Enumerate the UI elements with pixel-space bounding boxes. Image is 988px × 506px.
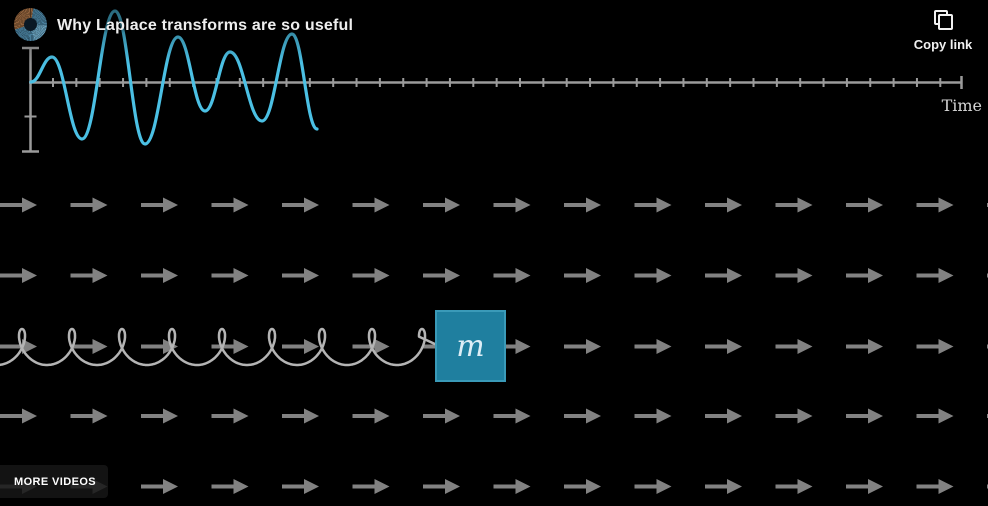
- vector-arrow: [352, 408, 390, 424]
- vector-arrow: [493, 268, 531, 283]
- vector-arrow: [282, 339, 319, 354]
- vector-arrow: [634, 479, 672, 494]
- vector-arrow: [493, 408, 531, 424]
- vector-arrow: [423, 268, 460, 283]
- vector-arrow: [634, 197, 672, 213]
- vector-arrow: [705, 339, 742, 354]
- vector-arrow: [141, 268, 178, 283]
- more-videos-chip[interactable]: MORE VIDEOS: [0, 465, 109, 498]
- vector-arrow: [211, 268, 249, 283]
- vector-arrow: [846, 197, 883, 213]
- vector-arrow: [141, 197, 178, 213]
- vector-arrow: [846, 479, 883, 494]
- vector-arrow: [564, 479, 601, 494]
- vector-arrow: [423, 408, 460, 424]
- video-title[interactable]: Why Laplace transforms are so useful: [57, 17, 354, 34]
- spring-coil: [0, 327, 438, 367]
- vector-arrow: [634, 339, 672, 354]
- vector-arrow: [846, 408, 883, 424]
- vector-arrow: [705, 408, 742, 424]
- time-axis: [22, 46, 963, 153]
- vector-arrow: [916, 479, 954, 494]
- vector-arrow: [352, 268, 390, 283]
- vector-arrow: [211, 197, 249, 213]
- vector-arrow: [564, 408, 601, 424]
- vector-arrow: [775, 268, 813, 283]
- vector-arrow: [0, 197, 37, 213]
- vector-arrow: [0, 268, 37, 283]
- vector-arrow: [564, 197, 601, 213]
- vector-arrow: [564, 268, 601, 283]
- vector-arrow: [775, 479, 813, 494]
- copy-icon: [933, 10, 953, 30]
- vector-arrow: [282, 408, 319, 424]
- vector-arrow: [70, 339, 108, 354]
- vector-arrow: [916, 408, 954, 424]
- vector-arrow: [846, 339, 883, 354]
- vector-arrow: [211, 339, 249, 354]
- vector-arrow: [564, 339, 601, 354]
- channel-avatar[interactable]: [14, 8, 47, 41]
- vector-arrow: [423, 197, 460, 213]
- vector-arrow: [211, 479, 249, 494]
- vector-arrow: [70, 268, 108, 283]
- vector-arrow: [141, 479, 178, 494]
- vector-arrow: [211, 408, 249, 424]
- more-videos-label: MORE VIDEOS: [14, 475, 97, 488]
- vector-arrow: [282, 197, 319, 213]
- vector-arrow: [282, 268, 319, 283]
- vector-arrow: [916, 268, 954, 283]
- vector-arrow: [846, 268, 883, 283]
- vector-arrow: [775, 197, 813, 213]
- vector-arrow: [916, 197, 954, 213]
- vector-arrow: [775, 339, 813, 354]
- copy-link-label: Copy link: [913, 37, 973, 52]
- mass-block: m: [435, 310, 506, 382]
- copy-icon-front-sheet: [937, 14, 953, 30]
- vector-arrow: [916, 339, 954, 354]
- vector-arrow: [634, 408, 672, 424]
- vector-arrow: [352, 479, 390, 494]
- vector-arrow: [70, 408, 108, 424]
- vector-arrow: [705, 197, 742, 213]
- vector-arrow: [423, 479, 460, 494]
- vector-arrow: [282, 479, 319, 494]
- vector-arrow: [634, 268, 672, 283]
- vector-arrow: [705, 268, 742, 283]
- vector-arrow: [0, 408, 37, 424]
- vector-arrow: [493, 197, 531, 213]
- vector-arrow: [705, 479, 742, 494]
- copy-link-button[interactable]: Copy link: [907, 10, 979, 52]
- mass-label: m: [456, 328, 485, 364]
- vector-arrow: [775, 408, 813, 424]
- vector-arrow: [70, 197, 108, 213]
- vector-arrow: [141, 408, 178, 424]
- vector-arrow: [352, 197, 390, 213]
- vector-arrow: [493, 479, 531, 494]
- time-axis-label: Time: [941, 96, 982, 115]
